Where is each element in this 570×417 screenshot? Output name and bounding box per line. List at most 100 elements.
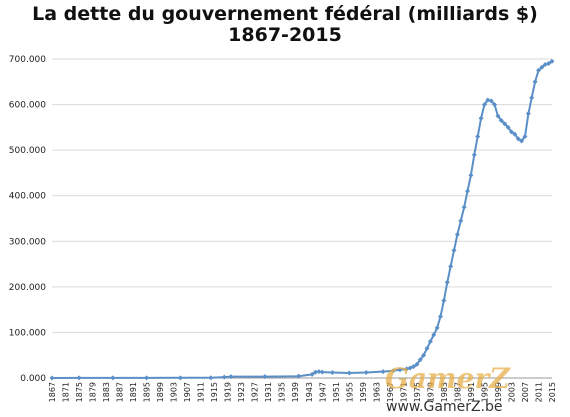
x-tick-label: 1983 (440, 382, 449, 402)
x-tick-label: 1895 (143, 382, 152, 402)
watermark-url: www.GamerZ.be (386, 399, 503, 415)
data-point (438, 313, 444, 319)
y-tick-label: 0.000 (20, 374, 46, 384)
y-tick-label: 400.000 (9, 192, 46, 202)
x-tick-label: 1943 (305, 382, 314, 402)
data-point (468, 172, 474, 178)
data-point (505, 124, 511, 130)
x-tick-label: 1871 (62, 382, 71, 402)
data-point (329, 370, 335, 376)
x-tick-label: 1923 (237, 382, 246, 402)
x-tick-label: 2007 (521, 382, 530, 402)
data-point (512, 131, 518, 137)
y-tick-label: 600.000 (9, 101, 46, 111)
data-point (427, 339, 433, 345)
data-point (144, 375, 150, 381)
data-point (492, 102, 498, 108)
data-point (471, 152, 477, 158)
data-point (448, 263, 454, 269)
x-tick-label: 1919 (224, 382, 233, 402)
data-point (481, 102, 487, 108)
x-tick-label: 1955 (345, 382, 354, 402)
data-point (421, 352, 427, 358)
data-point (454, 231, 460, 237)
data-point (546, 61, 552, 67)
data-point (522, 133, 528, 139)
chart-title: La dette du gouvernement fédéral (millia… (32, 3, 538, 25)
y-tick-label: 100.000 (9, 328, 46, 338)
gridlines (52, 58, 552, 333)
x-tick-label: 1951 (332, 382, 341, 402)
data-point (262, 374, 268, 380)
x-tick-label: 1875 (75, 382, 84, 402)
data-point (498, 118, 504, 124)
x-tick-label: 1959 (359, 382, 368, 402)
data-point (390, 368, 396, 374)
x-tick-label: 1999 (494, 382, 503, 402)
x-tick-label: 1867 (48, 382, 57, 402)
data-point (434, 325, 440, 331)
x-tick-label: 1967 (386, 382, 395, 402)
x-tick-label: 1883 (102, 382, 111, 402)
x-tick-label: 1891 (129, 382, 138, 402)
data-point (478, 115, 484, 121)
data-point (532, 79, 538, 85)
x-tick-label: 1963 (372, 382, 381, 402)
x-tick-label: 1907 (183, 382, 192, 402)
x-axis-tick-labels: 1867 1871 1875 1879 1883 1887 1891 1895 1899 1903… (48, 382, 557, 402)
x-tick-label: 1991 (467, 382, 476, 402)
data-point (519, 138, 525, 144)
data-point (535, 67, 541, 73)
x-tick-label: 2003 (507, 382, 516, 402)
data-point (508, 129, 514, 135)
y-tick-label: 300.000 (9, 237, 46, 247)
data-point (465, 188, 471, 194)
x-tick-label: 1911 (197, 382, 206, 402)
data-point (458, 218, 464, 224)
y-tick-label: 500.000 (9, 146, 46, 156)
data-point (177, 375, 183, 381)
x-tick-label: 1915 (210, 382, 219, 402)
x-tick-label: 1899 (156, 382, 165, 402)
data-point (488, 98, 494, 104)
chart-subtitle: 1867-2015 (228, 24, 342, 46)
data-point (441, 298, 447, 304)
data-point (414, 361, 420, 367)
series-line (51, 60, 553, 379)
x-tick-label: 2015 (548, 382, 557, 402)
data-point (515, 136, 521, 142)
y-tick-label: 200.000 (9, 283, 46, 293)
data-point (313, 369, 319, 375)
data-point (502, 121, 508, 127)
x-tick-label: 2011 (534, 382, 543, 402)
x-tick-label: 1939 (291, 382, 300, 402)
x-tick-label: 1887 (116, 382, 125, 402)
data-point (110, 375, 116, 381)
data-point (529, 95, 535, 101)
data-point (316, 369, 322, 375)
data-point (549, 58, 555, 64)
x-tick-label: 1979 (426, 382, 435, 402)
data-point (76, 375, 82, 381)
x-tick-label: 1995 (480, 382, 489, 402)
x-tick-label: 1931 (264, 382, 273, 402)
data-points (49, 58, 555, 381)
y-tick-label: 700.000 (9, 55, 46, 65)
data-point (444, 279, 450, 285)
data-point (495, 113, 501, 119)
data-point (424, 345, 430, 351)
data-point (380, 369, 386, 375)
watermark-logo: GamerZ (385, 362, 511, 395)
data-point (475, 133, 481, 139)
x-tick-label: 1903 (170, 382, 179, 402)
data-point (451, 247, 457, 253)
data-point (417, 357, 423, 363)
data-point (228, 374, 234, 380)
x-tick-label: 1947 (318, 382, 327, 402)
data-point (461, 204, 467, 210)
data-point (319, 369, 325, 375)
data-point (410, 364, 416, 370)
data-point (296, 373, 302, 379)
data-point (221, 374, 227, 380)
